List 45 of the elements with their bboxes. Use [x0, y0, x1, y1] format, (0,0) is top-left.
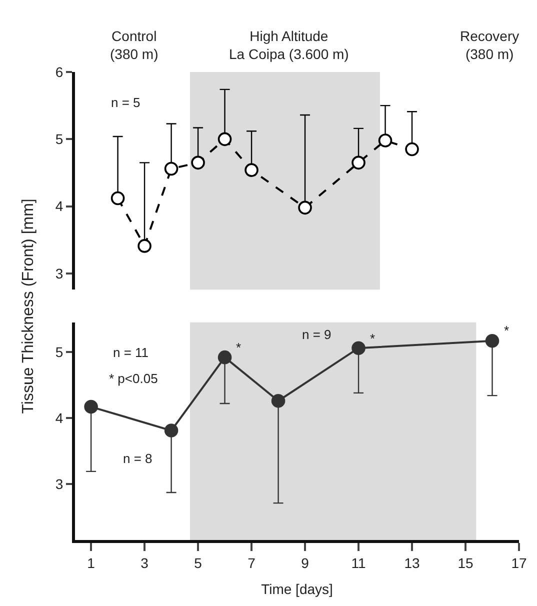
point [405, 142, 419, 156]
y-tick-label: 5 [55, 131, 64, 148]
point [298, 200, 312, 215]
annotation: * [370, 331, 376, 346]
y-tick-label: 3 [55, 265, 64, 282]
y-tick-label: 6 [55, 64, 64, 80]
text: High Altitude La Coipa (3.600 m) [229, 28, 349, 62]
annotation: n = 8 [123, 451, 152, 466]
point [352, 341, 366, 355]
y-tick-label: 4 [55, 198, 64, 214]
x-axis-title: Time [days] [261, 581, 333, 598]
point [110, 191, 125, 206]
x-tick-label: 5 [194, 554, 202, 571]
x-tick-label: 1 [87, 554, 96, 571]
x-tick-label: 3 [140, 554, 149, 571]
point [352, 156, 366, 170]
point [485, 334, 500, 348]
point [271, 394, 286, 408]
point [164, 162, 178, 176]
point [218, 350, 232, 364]
point [191, 156, 205, 170]
x-tick-label: 13 [404, 554, 420, 571]
x-tick-label: 17 [511, 554, 527, 571]
text: Recovery (380 m) [460, 28, 520, 62]
annotation: * p<0.05 [109, 371, 158, 386]
point [84, 400, 98, 414]
x-tick-label: 9 [301, 554, 310, 571]
annotation: n = 5 [111, 95, 140, 110]
y-tick-label: 3 [55, 476, 64, 492]
annotation: n = 11 [113, 345, 149, 360]
annotation: * [236, 340, 242, 355]
y-axis-title: Tissue Thickness (Front) [mm] [20, 198, 37, 414]
point [218, 132, 232, 146]
point [378, 134, 392, 148]
point [244, 163, 258, 177]
point [138, 239, 152, 253]
y-tick-label: 4 [55, 410, 64, 426]
annotation: n = 9 [302, 327, 332, 342]
x-tick-label: 7 [248, 554, 256, 571]
text: Control (380 m) [110, 28, 158, 62]
y-tick-label: 5 [55, 344, 64, 360]
x-tick-label: 15 [458, 554, 474, 571]
annotation: * [504, 323, 510, 338]
x-tick-label: 11 [351, 554, 366, 571]
point [164, 424, 178, 438]
